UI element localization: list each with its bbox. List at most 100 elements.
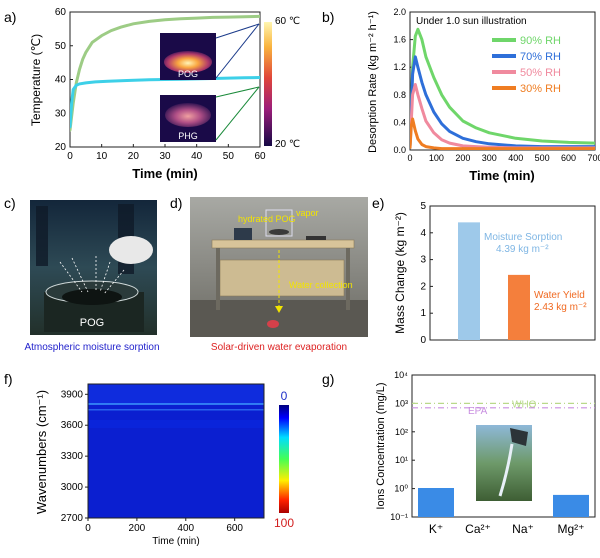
thermal-blob-pog (164, 51, 212, 73)
chart-g-bar (553, 494, 589, 517)
chart-b-series (410, 117, 595, 150)
chart-f: 0 200 400 600 2700 3000 3300 3600 3900 Time (min… (34, 383, 294, 547)
chart-b-legend: 90% RH 70% RH 50% RH 30% RH (492, 35, 561, 95)
chart-f-xtick-label: 200 (129, 523, 146, 534)
chart-e-bar (458, 222, 480, 340)
photo-d-table-top (211, 239, 355, 249)
chart-g-ref-label-who: WHO (512, 399, 537, 410)
photo-d-leg-1 (216, 248, 220, 310)
chart-a-colorbar (264, 22, 272, 146)
photo-d-balance (306, 236, 326, 240)
chart-e-ticks: 0 1 2 3 4 5 (420, 201, 433, 346)
chart-f-ytick-label: 3600 (61, 420, 84, 431)
chart-b-xtick-label: 200 (455, 153, 470, 163)
panel-label-e: e) (372, 195, 384, 211)
chart-b-ticks: 0 100 200 300 400 500 600 700 0.0 0.4 0.8 1.2 1.6 2.0 (393, 7, 600, 163)
chart-b-xlabel: Time (min) (469, 168, 535, 183)
pointer-phg-1 (215, 86, 260, 98)
chart-b-legend-label: 70% RH (520, 51, 561, 63)
chart-b-legend-label: 50% RH (520, 67, 561, 79)
pointer-pog-2 (215, 23, 260, 79)
photo-c-building (36, 206, 48, 266)
chart-b-ytick-label: 0.0 (393, 145, 406, 155)
panel-label-f: f) (4, 371, 13, 387)
chart-b-series (410, 55, 595, 149)
chart-a-colorbar-max: 60 ℃ (275, 16, 300, 27)
panel-label-c: c) (4, 195, 16, 211)
chart-f-xtick-label: 400 (177, 523, 194, 534)
chart-e-ytick-label: 1 (420, 308, 426, 319)
chart-g-xticks: K⁺ Ca²⁺ Na⁺ Mg²⁺ (429, 522, 585, 536)
chart-f-colorbar (279, 405, 289, 513)
chart-a-xlabel: Time (min) (132, 166, 198, 181)
chart-e-ytick-label: 2 (420, 281, 426, 292)
chart-g-ref-label-epa: EPA (468, 406, 488, 417)
chart-b-series (410, 27, 595, 147)
chart-e-bars (458, 222, 530, 340)
chart-e-ytick-label: 0 (420, 335, 426, 346)
chart-b-xtick-label: 100 (429, 153, 444, 163)
chart-b-ylabel: Desorption Rate (kg m⁻² h⁻¹) (367, 11, 379, 153)
chart-f-ytick-label: 3000 (61, 482, 84, 493)
chart-b-xtick-label: 500 (535, 153, 550, 163)
chart-g-ytick-label: 10³ (395, 398, 408, 408)
chart-a-ytick-label: 20 (55, 142, 67, 153)
heatmap-f-band-1 (88, 403, 264, 405)
chart-a-ytick-label: 50 (55, 41, 67, 52)
chart-b-title: Under 1.0 sun illustration (416, 16, 527, 27)
chart-a-xtick-label: 50 (223, 151, 235, 162)
heatmap-f-band-3 (88, 420, 264, 428)
chart-b-legend-label: 30% RH (520, 83, 561, 95)
photo-d-chamber (265, 209, 293, 237)
chart-f-ticks: 0 200 400 600 2700 3000 3300 3600 3900 (61, 389, 244, 534)
chart-g-reference-lines: WHO EPA (412, 399, 595, 417)
chart-g: 10⁻¹ 10⁰ 10¹ 10² 10³ 10⁴ WHO EPA K⁺ Ca²⁺ Na⁺ Mg²⁺… (375, 370, 596, 536)
chart-b-xtick-label: 700 (587, 153, 600, 163)
chart-f-xlabel: Time (min) (152, 536, 199, 547)
thermal-inset-phg-label: PHG (178, 131, 198, 141)
heatmap-f-band-2 (88, 409, 264, 411)
chart-a-xtick-label: 30 (159, 151, 171, 162)
photo-c-label: POG (80, 317, 104, 329)
chart-e-annot-yield-title: Water Yield (534, 290, 585, 301)
chart-f-colorbar-top: 0 (281, 389, 288, 403)
chart-a-xtick-label: 40 (191, 151, 203, 162)
chart-a-colorbar-min: 20 ℃ (275, 139, 300, 150)
pointer-pog-1 (215, 23, 260, 39)
chart-b-series (410, 27, 595, 150)
chart-a-ytick-label: 40 (55, 75, 67, 86)
photo-d-table-board (219, 259, 345, 297)
chart-b-frame (409, 11, 596, 151)
chart-g-bars (418, 487, 589, 517)
photo-c-caption: Atmospheric moisture sorption (24, 342, 159, 353)
photo-d-label-vapor: vapor (296, 208, 319, 218)
chart-b-ytick-label: 2.0 (393, 7, 406, 17)
chart-a-ytick-label: 30 (55, 108, 67, 119)
photo-d-label-hydrated: hydrated POG (238, 214, 296, 224)
thermal-inset-pog-label: POG (178, 69, 198, 79)
chart-g-xtick-label: Na⁺ (512, 522, 534, 536)
heatmap-f-band-top (88, 384, 264, 404)
chart-b-legend-label: 90% RH (520, 35, 561, 47)
chart-b-ytick-label: 1.6 (393, 35, 406, 45)
chart-b-xtick-label: 400 (508, 153, 523, 163)
chart-e-annot-yield-value: 2.43 kg m⁻² (534, 302, 587, 313)
chart-g-ticks: 10⁻¹ 10⁰ 10¹ 10² 10³ 10⁴ (390, 370, 415, 522)
chart-f-xtick-label: 0 (85, 523, 91, 534)
chart-g-ylabel: Ions Concentration (mg/L) (375, 382, 387, 509)
chart-e-annot-sorption-value: 4.39 kg m⁻² (496, 244, 549, 255)
photo-d-device (234, 228, 252, 240)
photo-c-sample (62, 289, 122, 305)
panel-label-g: g) (322, 371, 334, 387)
photo-d-leg-2 (346, 248, 350, 310)
chart-b-xtick-label: 0 (407, 153, 412, 163)
panel-label-a: a) (4, 9, 16, 25)
chart-b-xtick-label: 300 (482, 153, 497, 163)
chart-g-xtick-label: Mg²⁺ (558, 522, 585, 536)
heatmap-f-base (88, 384, 264, 518)
photo-c-vapor-lines (59, 256, 125, 295)
chart-e-ytick-label: 4 (420, 228, 426, 239)
photo-d-label-water: Water collection (289, 280, 353, 290)
chart-f-ytick-label: 3900 (61, 389, 84, 400)
